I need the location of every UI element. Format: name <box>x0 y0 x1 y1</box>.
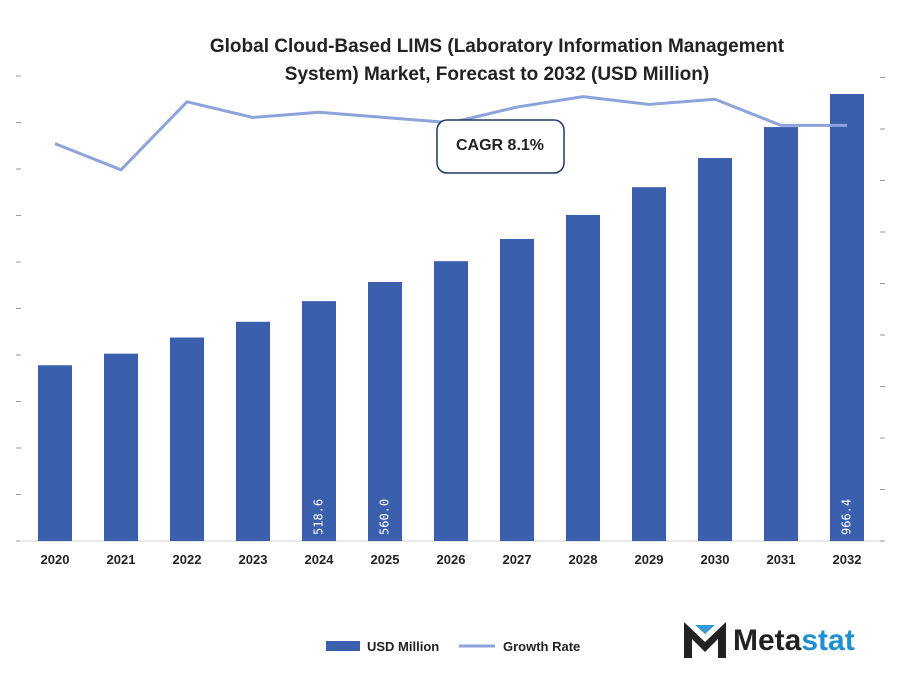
data-label-2024: 518.6 <box>312 499 326 535</box>
bar-2024 <box>302 301 336 541</box>
brand-name: Metastat <box>733 624 855 657</box>
brand-logo: Metastat <box>684 622 855 658</box>
x-tick-2022: 2022 <box>173 552 202 567</box>
bar-data-labels: 518.6 560.0 966.4 <box>312 499 854 535</box>
x-tick-2032: 2032 <box>833 552 862 567</box>
legend: USD Million Growth Rate <box>326 639 580 654</box>
x-tick-2025: 2025 <box>371 552 400 567</box>
chart-title-line-1: Global Cloud-Based LIMS (Laboratory Info… <box>210 36 785 57</box>
x-tick-2026: 2026 <box>437 552 466 567</box>
legend-label-usd-million: USD Million <box>367 639 439 654</box>
metastat-m-logo-icon <box>684 622 726 658</box>
bar-2027 <box>500 238 534 542</box>
bar-series <box>38 94 864 542</box>
cagr-callout: CAGR 8.1% <box>436 119 565 174</box>
x-tick-2021: 2021 <box>107 552 136 567</box>
x-tick-2030: 2030 <box>701 552 730 567</box>
bar-2030 <box>698 158 732 542</box>
x-tick-2029: 2029 <box>635 552 664 567</box>
bar-2032 <box>830 94 864 541</box>
right-axis-ticks <box>880 77 885 542</box>
x-tick-2024: 2024 <box>305 552 335 567</box>
legend-label-growth-rate: Growth Rate <box>503 639 580 654</box>
bar-2031 <box>764 127 798 541</box>
x-tick-labels: 2020 2021 2022 2023 2024 2025 2026 2027 2028 2029… <box>41 552 862 567</box>
bar-2028 <box>566 214 600 541</box>
bar-2022 <box>170 337 204 541</box>
data-label-2032: 966.4 <box>840 499 854 535</box>
x-tick-2023: 2023 <box>239 552 268 567</box>
bar-2023 <box>236 321 270 541</box>
x-tick-2031: 2031 <box>767 552 796 567</box>
bar-2020 <box>38 365 72 541</box>
cagr-box <box>436 119 565 174</box>
brand-name-stat: stat <box>801 624 854 657</box>
chart-title-line-2: System) Market, Forecast to 2032 (USD Mi… <box>285 64 709 85</box>
bar-2029 <box>632 187 666 541</box>
bar-2021 <box>104 353 138 541</box>
data-label-2025: 560.0 <box>378 499 392 535</box>
bar-2025 <box>368 282 402 541</box>
x-tick-2028: 2028 <box>569 552 598 567</box>
x-tick-2020: 2020 <box>41 552 70 567</box>
brand-name-meta: Meta <box>733 624 802 657</box>
cagr-label: CAGR 8.1% <box>456 137 544 154</box>
legend-swatch-usd-million <box>326 641 360 651</box>
bar-2026 <box>434 261 468 541</box>
left-axis-ticks <box>16 75 21 542</box>
x-tick-2027: 2027 <box>503 552 532 567</box>
